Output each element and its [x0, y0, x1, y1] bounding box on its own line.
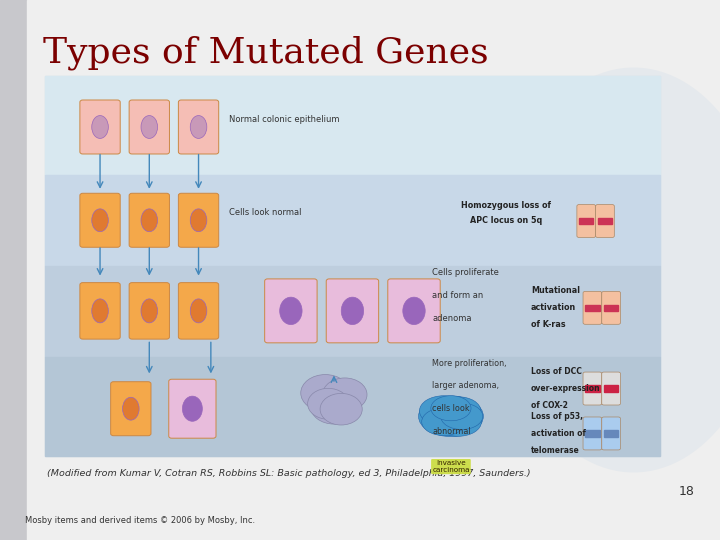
FancyBboxPatch shape: [583, 417, 602, 450]
Ellipse shape: [323, 378, 367, 411]
Ellipse shape: [320, 394, 362, 425]
Bar: [45, 76, 660, 456]
FancyBboxPatch shape: [179, 193, 219, 247]
Text: (Modified from Kumar V, Cotran RS, Robbins SL: Basic pathology, ed 3, Philadelph: (Modified from Kumar V, Cotran RS, Robbi…: [47, 469, 531, 478]
FancyBboxPatch shape: [583, 372, 602, 405]
Ellipse shape: [341, 297, 364, 325]
Bar: [579, 218, 593, 224]
Ellipse shape: [422, 408, 466, 435]
FancyBboxPatch shape: [111, 382, 151, 436]
Ellipse shape: [441, 403, 483, 429]
Text: Mosby items and derived items © 2006 by Mosby, Inc.: Mosby items and derived items © 2006 by …: [25, 516, 256, 525]
FancyBboxPatch shape: [583, 292, 602, 325]
Bar: [0, 0, 27, 540]
Ellipse shape: [190, 116, 207, 138]
Text: Normal colonic epithelium: Normal colonic epithelium: [229, 115, 340, 124]
Bar: [585, 305, 600, 311]
Ellipse shape: [122, 397, 139, 420]
Ellipse shape: [190, 209, 207, 232]
FancyBboxPatch shape: [602, 417, 621, 450]
Bar: [45, 357, 660, 456]
Text: Cells look normal: Cells look normal: [229, 208, 302, 217]
Bar: [604, 430, 618, 437]
FancyBboxPatch shape: [179, 282, 219, 339]
Text: More proliferation,: More proliferation,: [433, 359, 507, 368]
FancyBboxPatch shape: [80, 100, 120, 154]
Ellipse shape: [91, 209, 108, 232]
Ellipse shape: [301, 375, 350, 411]
FancyBboxPatch shape: [129, 282, 169, 339]
FancyBboxPatch shape: [80, 282, 120, 339]
Text: adenoma: adenoma: [433, 314, 472, 323]
Text: over-expression: over-expression: [531, 384, 600, 393]
FancyBboxPatch shape: [602, 372, 621, 405]
Text: Homozygous loss of: Homozygous loss of: [462, 200, 552, 210]
Text: APC locus on 5q: APC locus on 5q: [470, 216, 542, 225]
Ellipse shape: [141, 116, 158, 138]
Ellipse shape: [436, 397, 481, 425]
Ellipse shape: [91, 299, 108, 323]
Text: telomerase: telomerase: [531, 446, 580, 455]
Ellipse shape: [182, 396, 202, 421]
FancyBboxPatch shape: [168, 379, 216, 438]
Text: activation of: activation of: [531, 429, 586, 438]
FancyBboxPatch shape: [129, 100, 169, 154]
FancyBboxPatch shape: [129, 193, 169, 247]
Ellipse shape: [431, 396, 471, 421]
Ellipse shape: [141, 209, 158, 232]
Ellipse shape: [141, 299, 158, 323]
Bar: [45, 174, 660, 266]
Bar: [45, 266, 660, 357]
Text: and form an: and form an: [433, 291, 484, 300]
Ellipse shape: [402, 297, 426, 325]
Text: Mutational: Mutational: [531, 286, 580, 295]
Text: of K-ras: of K-ras: [531, 320, 566, 329]
Ellipse shape: [418, 396, 483, 436]
Text: activation: activation: [531, 303, 576, 312]
FancyBboxPatch shape: [265, 279, 317, 343]
Text: Cells proliferate: Cells proliferate: [433, 268, 500, 278]
Bar: [45, 76, 660, 174]
Text: Types of Mutated Genes: Types of Mutated Genes: [43, 35, 489, 70]
Ellipse shape: [307, 388, 348, 419]
Ellipse shape: [497, 68, 720, 472]
Ellipse shape: [310, 389, 357, 424]
Bar: [585, 386, 600, 392]
FancyBboxPatch shape: [388, 279, 440, 343]
Text: of COX-2: of COX-2: [531, 401, 568, 410]
Ellipse shape: [435, 407, 482, 436]
Text: larger adenoma,: larger adenoma,: [433, 381, 500, 390]
Text: Invasive
carcinoma: Invasive carcinoma: [432, 460, 469, 473]
FancyBboxPatch shape: [577, 205, 595, 238]
Text: 18: 18: [679, 485, 695, 498]
FancyBboxPatch shape: [179, 100, 219, 154]
FancyBboxPatch shape: [80, 193, 120, 247]
Text: abnormal: abnormal: [433, 427, 471, 436]
FancyBboxPatch shape: [602, 292, 621, 325]
Bar: [604, 386, 618, 392]
FancyBboxPatch shape: [595, 205, 614, 238]
Text: Loss of p53,: Loss of p53,: [531, 412, 583, 421]
Text: Loss of DCC: Loss of DCC: [531, 367, 582, 376]
Ellipse shape: [420, 396, 468, 426]
Bar: [604, 305, 618, 311]
Text: cells look: cells look: [433, 404, 470, 413]
Ellipse shape: [279, 297, 302, 325]
FancyBboxPatch shape: [326, 279, 379, 343]
Ellipse shape: [91, 116, 108, 138]
Bar: [598, 218, 612, 224]
Bar: [585, 430, 600, 437]
Ellipse shape: [190, 299, 207, 323]
